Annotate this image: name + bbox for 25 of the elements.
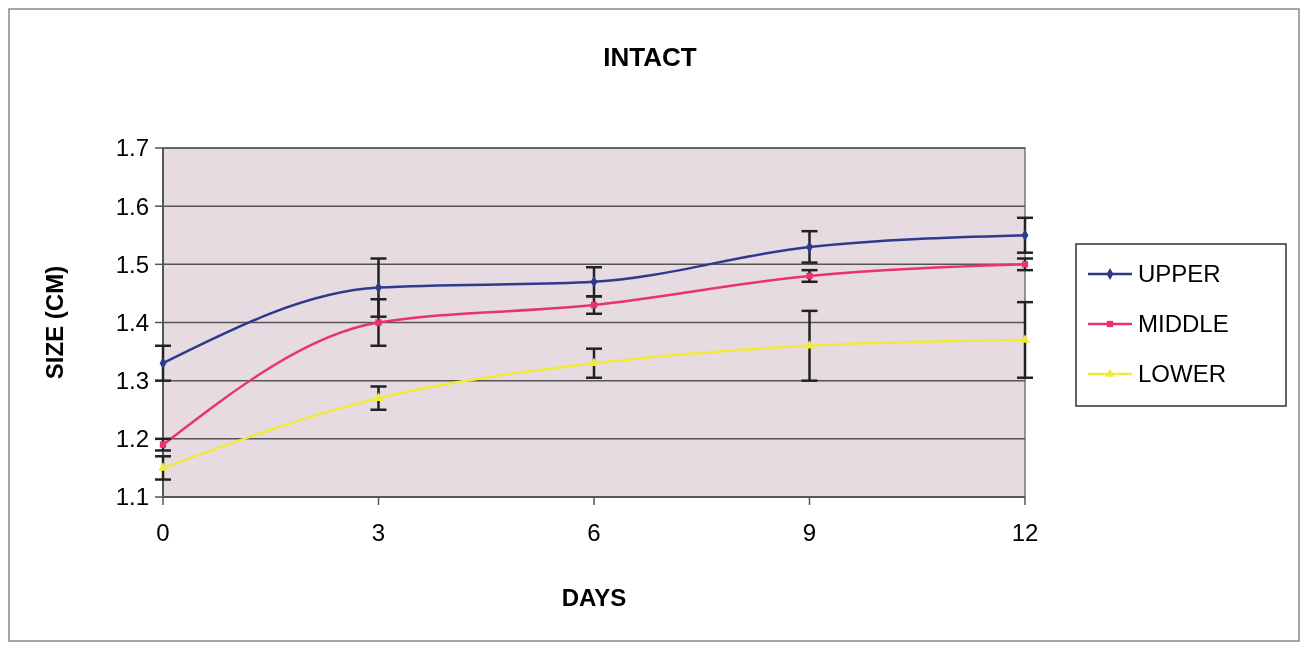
x-tick-label: 0 — [156, 519, 170, 546]
y-tick-label: 1.3 — [115, 367, 149, 395]
y-axis-title: SIZE (CM) — [41, 265, 68, 380]
legend-label: UPPER — [1138, 260, 1221, 288]
y-tick-label: 1.6 — [115, 192, 149, 220]
point — [158, 462, 168, 471]
point — [590, 301, 598, 309]
x-axis-title: DAYS — [561, 584, 627, 611]
point — [589, 357, 599, 366]
legend-label: MIDDLE — [1138, 310, 1229, 338]
y-tick-label: 1.1 — [115, 483, 149, 511]
point — [373, 392, 384, 401]
x-tick-label: 12 — [1011, 519, 1039, 546]
x-tick-label: 6 — [587, 519, 601, 546]
y-tick-label: 1.5 — [115, 250, 149, 278]
point — [804, 340, 815, 349]
legend-label: LOWER — [1138, 360, 1227, 388]
point — [1020, 334, 1030, 343]
y-tick-label: 1.4 — [115, 308, 149, 336]
y-tick-label: 1.7 — [115, 134, 149, 162]
y-tick-label: 1.2 — [115, 425, 149, 453]
chart-title: INTACT — [603, 42, 697, 72]
x-tick-label: 9 — [802, 519, 817, 546]
x-tick-label: 3 — [371, 519, 386, 546]
point — [375, 319, 382, 326]
